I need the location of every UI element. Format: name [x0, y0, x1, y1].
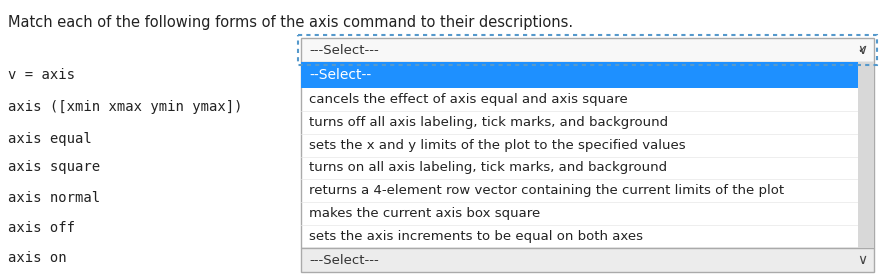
- Text: axis ([xmin xmax ymin ymax]): axis ([xmin xmax ymin ymax]): [8, 100, 243, 114]
- FancyBboxPatch shape: [301, 38, 874, 62]
- Text: sets the x and y limits of the plot to the specified values: sets the x and y limits of the plot to t…: [310, 139, 686, 152]
- Text: cancels the effect of axis equal and axis square: cancels the effect of axis equal and axi…: [310, 93, 628, 106]
- Text: axis on: axis on: [8, 251, 67, 265]
- FancyBboxPatch shape: [301, 62, 874, 248]
- Text: makes the current axis box square: makes the current axis box square: [310, 207, 541, 220]
- Text: turns on all axis labeling, tick marks, and background: turns on all axis labeling, tick marks, …: [310, 162, 667, 174]
- FancyBboxPatch shape: [301, 62, 874, 88]
- Text: axis square: axis square: [8, 160, 100, 174]
- Text: axis off: axis off: [8, 221, 75, 235]
- FancyBboxPatch shape: [301, 248, 874, 272]
- Text: sets the axis increments to be equal on both axes: sets the axis increments to be equal on …: [310, 230, 643, 243]
- Text: ✓: ✓: [857, 45, 867, 55]
- Text: axis equal: axis equal: [8, 132, 92, 146]
- Text: v = axis: v = axis: [8, 68, 75, 82]
- FancyBboxPatch shape: [858, 62, 874, 248]
- Text: Match each of the following forms of the axis command to their descriptions.: Match each of the following forms of the…: [8, 15, 574, 30]
- Text: ∨: ∨: [857, 43, 867, 57]
- Text: --Select--: --Select--: [310, 68, 372, 82]
- Text: ∨: ∨: [857, 253, 867, 267]
- Text: axis normal: axis normal: [8, 191, 100, 205]
- Text: turns off all axis labeling, tick marks, and background: turns off all axis labeling, tick marks,…: [310, 116, 669, 129]
- Text: ---Select---: ---Select---: [310, 254, 379, 266]
- Text: returns a 4-element row vector containing the current limits of the plot: returns a 4-element row vector containin…: [310, 184, 785, 197]
- Text: ---Select---: ---Select---: [310, 44, 379, 57]
